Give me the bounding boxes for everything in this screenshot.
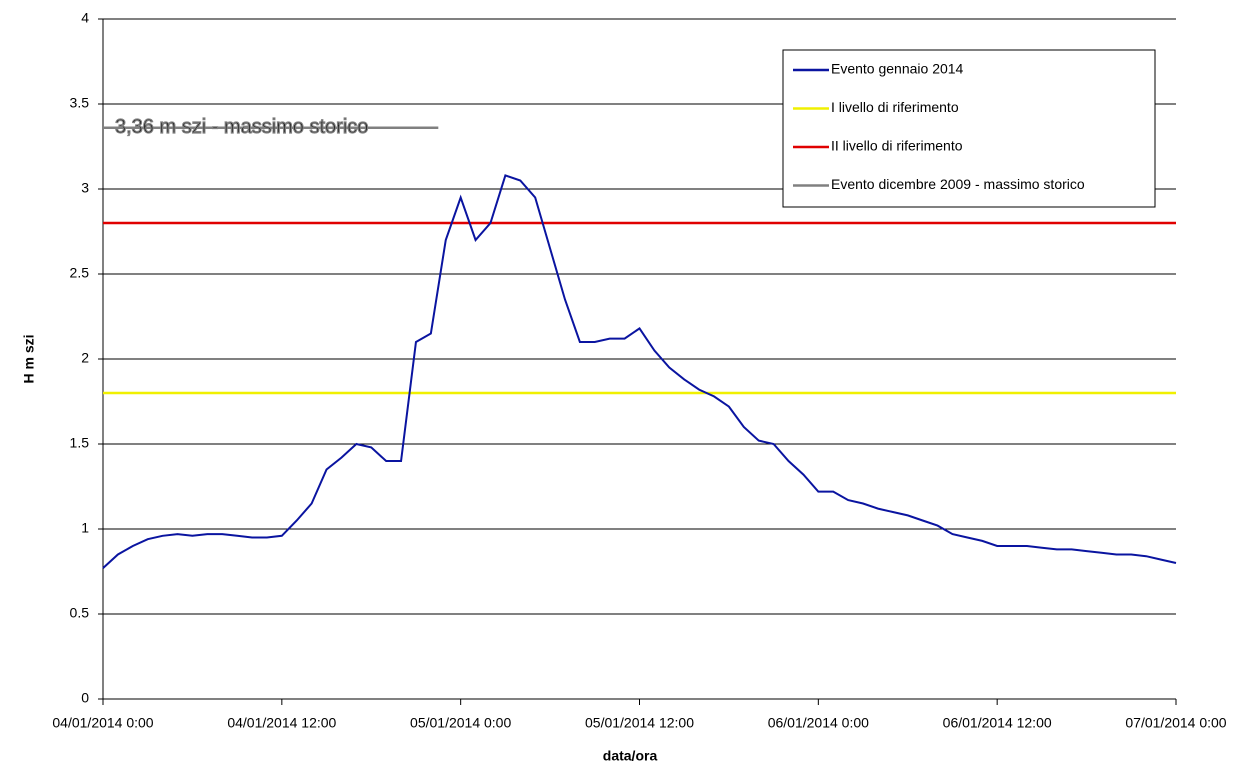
legend-label: II livello di riferimento: [831, 138, 963, 154]
x-axis-label: data/ora: [603, 748, 658, 764]
x-tick-label: 04/01/2014 12:00: [227, 715, 336, 731]
y-tick-label: 3.5: [70, 95, 90, 111]
y-tick-label: 2: [81, 350, 89, 366]
x-tick-label: 04/01/2014 0:00: [52, 715, 153, 731]
legend-label: I livello di riferimento: [831, 99, 959, 115]
legend-label: Evento gennaio 2014: [831, 61, 964, 77]
x-tick-label: 06/01/2014 12:00: [943, 715, 1052, 731]
legend-label: Evento dicembre 2009 - massimo storico: [831, 176, 1085, 192]
x-tick-label: 05/01/2014 12:00: [585, 715, 694, 731]
series-line: [102, 174, 1177, 569]
x-tick-label: 06/01/2014 0:00: [768, 715, 869, 731]
x-tick-label: 05/01/2014 0:00: [410, 715, 511, 731]
x-tick-label: 07/01/2014 0:00: [1125, 715, 1226, 731]
annotation: 3,36 m szi - massimo storico: [115, 116, 368, 138]
y-tick-label: 4: [81, 10, 89, 26]
y-tick-label: 0.5: [70, 605, 90, 621]
y-tick-label: 0: [81, 690, 89, 706]
y-tick-label: 1.5: [70, 435, 90, 451]
y-tick-label: 3: [81, 180, 89, 196]
legend-box: [782, 49, 1156, 208]
y-axis-label: H m szi: [21, 334, 37, 383]
y-tick-label: 2.5: [70, 265, 90, 281]
y-tick-label: 1: [81, 520, 89, 536]
